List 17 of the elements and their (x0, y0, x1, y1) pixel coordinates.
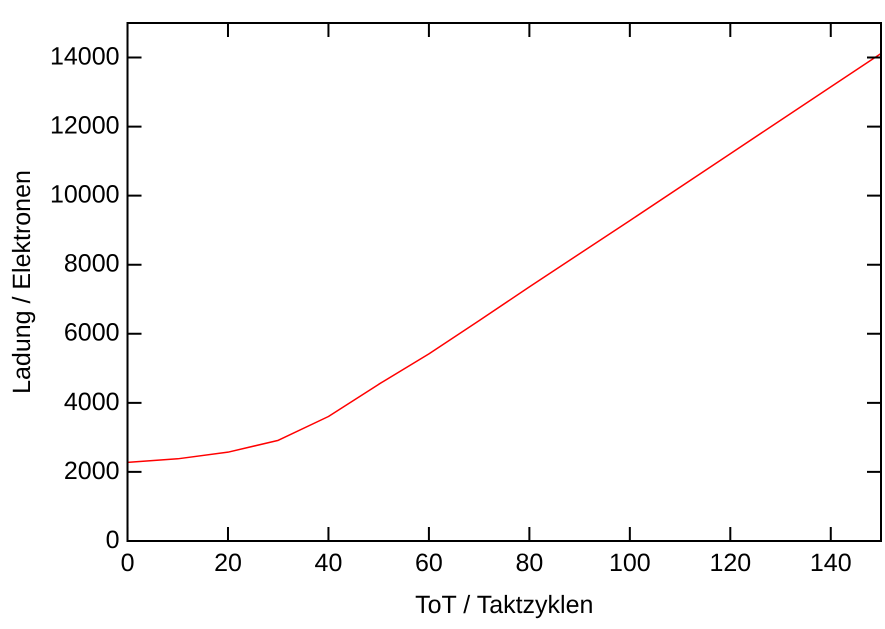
y-tick-label: 0 (106, 526, 120, 554)
y-axis-title: Ladung / Elektronen (8, 170, 36, 394)
x-tick-label: 100 (608, 548, 651, 577)
y-tick-label: 8000 (64, 250, 120, 278)
x-tick-label: 140 (810, 548, 852, 577)
x-tick-label: 120 (709, 548, 752, 577)
x-tick-label: 20 (214, 548, 242, 577)
y-tick-label: 4000 (64, 388, 120, 416)
x-tick-label: 80 (515, 548, 544, 577)
x-axis-title: ToT / Taktzyklen (415, 590, 594, 619)
y-tick-label: 12000 (50, 111, 120, 140)
x-tick-label: 40 (314, 548, 342, 577)
y-tick-label: 14000 (50, 42, 120, 70)
x-tick-label: 60 (415, 548, 443, 577)
y-tick-label: 6000 (64, 318, 120, 347)
y-tick-label: 10000 (50, 180, 120, 209)
y-tick-label: 2000 (64, 456, 120, 485)
